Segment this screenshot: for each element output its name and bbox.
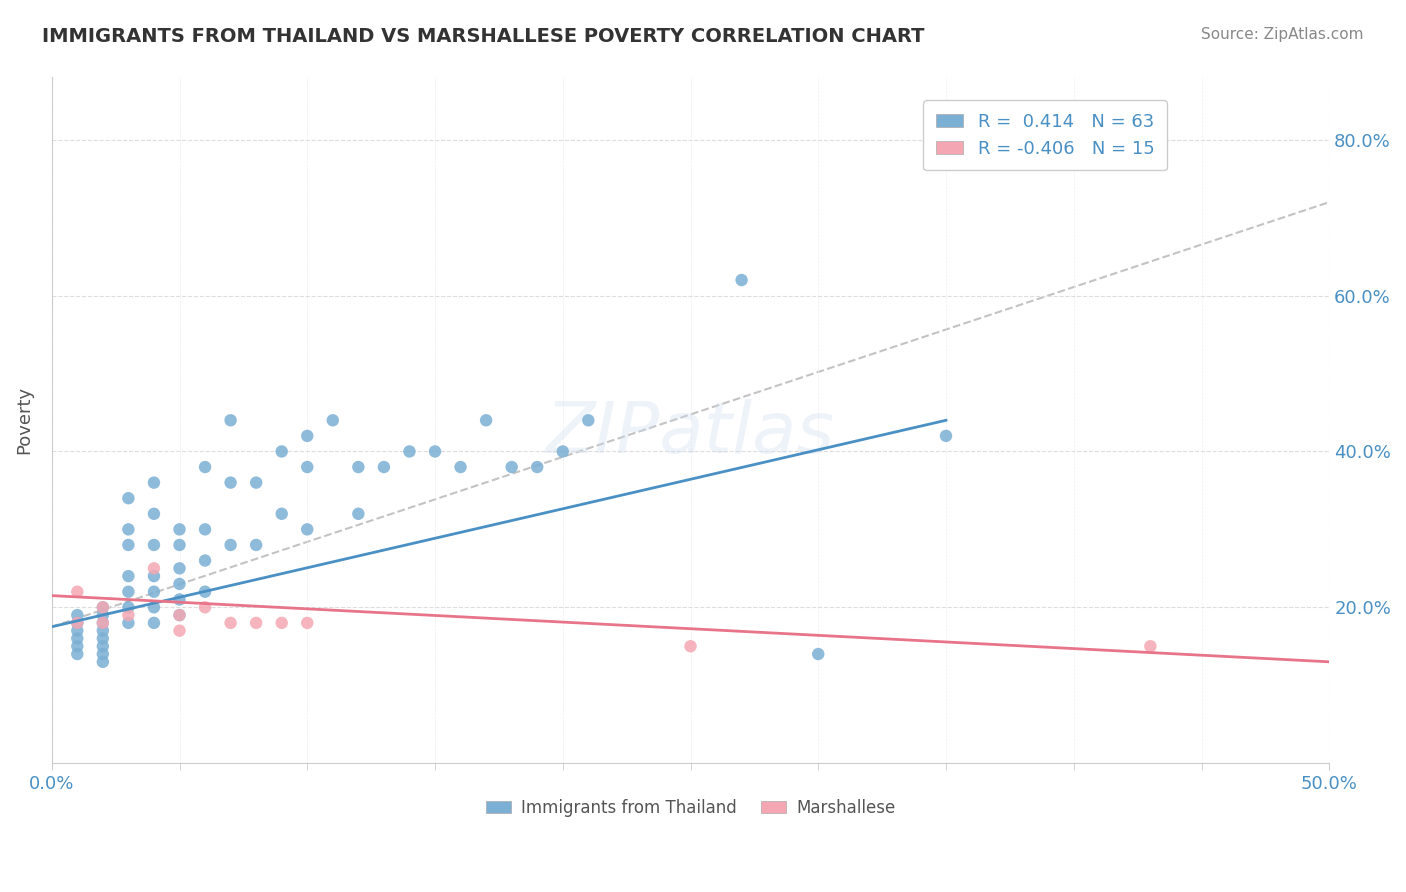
Point [501,460,523,475]
Point [219,538,242,552]
Point [270,507,292,521]
Point [117,600,139,615]
Point [219,475,242,490]
Point [730,273,752,287]
Point [117,491,139,506]
Point [66,639,89,653]
Point [66,615,89,630]
Point [91,624,114,638]
Point [169,624,191,638]
Point [91,615,114,630]
Point [576,413,599,427]
Point [142,561,165,575]
Point [347,507,370,521]
Point [194,600,217,615]
Point [169,538,191,552]
Point [91,639,114,653]
Point [169,608,191,623]
Point [91,600,114,615]
Point [117,569,139,583]
Point [245,475,267,490]
Point [347,460,370,475]
Point [91,647,114,661]
Point [117,615,139,630]
Point [450,460,472,475]
Point [142,584,165,599]
Point [245,615,267,630]
Point [169,522,191,536]
Point [169,577,191,591]
Point [679,639,702,653]
Point [169,608,191,623]
Point [245,538,267,552]
Point [807,647,830,661]
Point [66,584,89,599]
Point [526,460,548,475]
Point [270,444,292,458]
Point [142,600,165,615]
Point [91,608,114,623]
Point [219,615,242,630]
Point [91,600,114,615]
Point [142,615,165,630]
Point [423,444,446,458]
Point [117,538,139,552]
Point [142,507,165,521]
Point [66,632,89,646]
Point [297,522,319,536]
Point [142,538,165,552]
Point [194,460,217,475]
Point [398,444,420,458]
Point [322,413,344,427]
Point [91,655,114,669]
Text: ZIPatlas: ZIPatlas [546,400,835,468]
Point [297,429,319,443]
Point [194,584,217,599]
Point [117,522,139,536]
Point [117,608,139,623]
Point [91,632,114,646]
Point [475,413,498,427]
Point [117,584,139,599]
Point [66,647,89,661]
Point [142,569,165,583]
Point [219,413,242,427]
Point [142,475,165,490]
Point [194,553,217,567]
Point [551,444,574,458]
Text: Source: ZipAtlas.com: Source: ZipAtlas.com [1201,27,1364,42]
Point [297,615,319,630]
Point [270,615,292,630]
Point [66,624,89,638]
Point [373,460,395,475]
Point [935,429,957,443]
Point [169,561,191,575]
Point [297,460,319,475]
Text: IMMIGRANTS FROM THAILAND VS MARSHALLESE POVERTY CORRELATION CHART: IMMIGRANTS FROM THAILAND VS MARSHALLESE … [42,27,925,45]
Point [169,592,191,607]
Legend: Immigrants from Thailand, Marshallese: Immigrants from Thailand, Marshallese [479,792,903,823]
Y-axis label: Poverty: Poverty [15,386,32,454]
Point [1139,639,1161,653]
Point [66,608,89,623]
Point [91,615,114,630]
Point [66,615,89,630]
Point [194,522,217,536]
